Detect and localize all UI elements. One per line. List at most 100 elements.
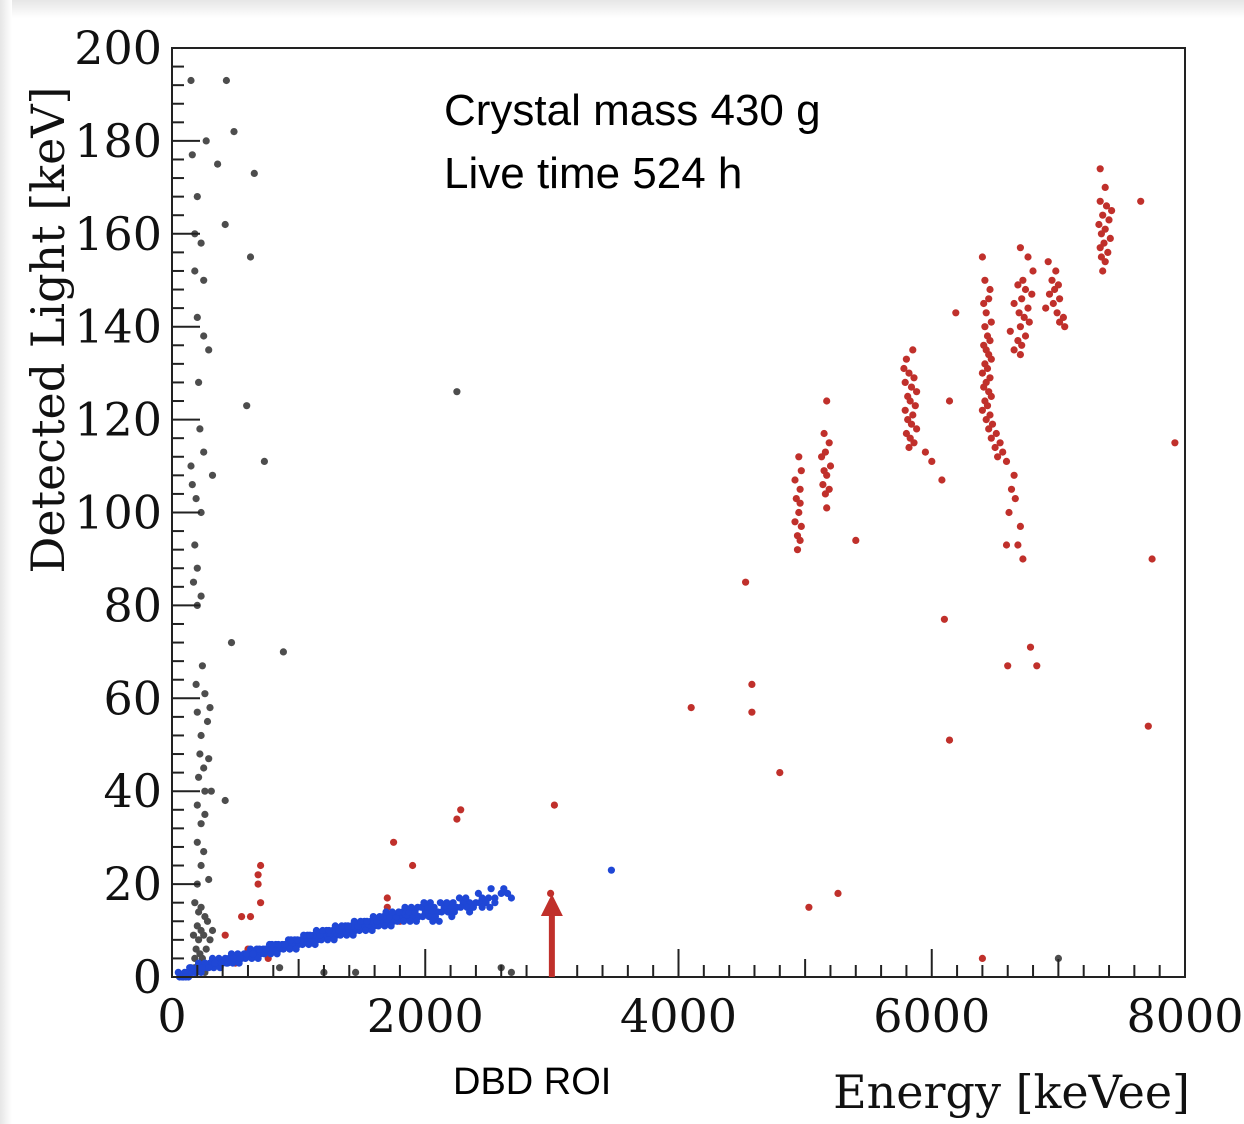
data-point xyxy=(796,499,804,507)
data-point xyxy=(821,490,830,498)
series-gray xyxy=(187,76,1062,977)
data-point xyxy=(195,378,203,386)
data-point xyxy=(748,708,756,716)
data-point xyxy=(243,402,251,410)
data-point xyxy=(818,453,826,461)
data-point xyxy=(196,425,204,433)
data-point xyxy=(352,968,360,977)
data-point xyxy=(1095,220,1103,229)
data-point xyxy=(1018,341,1026,349)
data-point xyxy=(426,899,434,907)
data-point xyxy=(221,796,229,805)
data-point xyxy=(978,954,987,963)
data-point xyxy=(1096,165,1104,173)
data-point xyxy=(687,704,695,712)
data-point xyxy=(390,838,398,846)
data-point xyxy=(311,940,319,949)
data-point xyxy=(238,913,246,921)
data-point xyxy=(267,950,275,958)
data-point xyxy=(205,755,213,763)
data-point xyxy=(1005,508,1013,517)
y-tick-labels: 0 20 40 60 80 100 120 140 160 180 200 xyxy=(74,21,162,1004)
data-point xyxy=(200,448,208,456)
roi-arrow xyxy=(540,894,563,977)
annotation-roi-label: DBD ROI xyxy=(453,1061,611,1103)
data-point xyxy=(986,285,994,294)
data-point xyxy=(938,476,946,484)
data-point xyxy=(980,299,988,308)
data-point xyxy=(1025,318,1033,326)
data-point xyxy=(1014,541,1022,549)
data-point xyxy=(214,160,222,168)
data-point xyxy=(1016,522,1024,531)
data-point xyxy=(987,392,995,400)
data-point xyxy=(222,76,230,85)
data-point xyxy=(1097,230,1105,238)
data-point xyxy=(401,903,409,911)
x-tick-label: 4000 xyxy=(620,989,737,1043)
data-point xyxy=(187,462,195,470)
data-point xyxy=(791,518,799,526)
data-point xyxy=(197,861,205,870)
data-point xyxy=(191,899,199,907)
data-point xyxy=(1016,351,1024,359)
data-point xyxy=(368,926,376,935)
data-point xyxy=(981,276,989,284)
data-point xyxy=(312,926,320,935)
data-point xyxy=(376,913,384,921)
data-point xyxy=(1105,216,1113,224)
data-point xyxy=(996,439,1004,447)
data-point xyxy=(1018,295,1026,303)
data-point xyxy=(449,899,457,907)
data-point xyxy=(474,889,482,898)
data-point xyxy=(305,940,313,949)
data-point xyxy=(206,704,214,712)
data-point xyxy=(921,448,930,456)
data-point xyxy=(254,954,262,963)
data-point xyxy=(1020,313,1028,321)
data-point xyxy=(825,439,833,447)
data-point xyxy=(1096,244,1104,252)
y-tick-label: 0 xyxy=(133,950,162,1004)
data-point xyxy=(382,908,390,916)
data-point xyxy=(823,471,831,479)
data-point xyxy=(198,964,206,972)
data-point xyxy=(486,903,494,911)
data-point xyxy=(254,880,262,888)
data-point xyxy=(992,429,1000,438)
data-point xyxy=(395,908,403,916)
data-point xyxy=(797,522,805,531)
data-point xyxy=(195,936,203,944)
data-point xyxy=(197,239,205,247)
annotation-crystal-mass: Crystal mass 430 g xyxy=(444,86,821,135)
data-point xyxy=(906,397,914,405)
data-point xyxy=(928,457,936,465)
data-point xyxy=(1101,258,1109,266)
data-point xyxy=(1052,267,1060,275)
data-point xyxy=(1006,327,1014,335)
data-point xyxy=(999,448,1007,456)
data-point xyxy=(500,885,508,893)
data-point xyxy=(230,128,238,136)
data-point xyxy=(200,764,208,772)
y-tick-label: 200 xyxy=(74,21,162,75)
data-point xyxy=(273,950,281,958)
data-point xyxy=(387,922,395,930)
data-point xyxy=(795,508,803,517)
data-point xyxy=(300,931,308,939)
data-point xyxy=(550,801,559,809)
data-point xyxy=(913,425,921,433)
data-point xyxy=(1045,290,1054,298)
data-point xyxy=(243,950,251,958)
data-point xyxy=(797,467,805,475)
data-point xyxy=(205,346,213,354)
data-point xyxy=(344,922,352,930)
data-point xyxy=(983,402,992,410)
data-point xyxy=(221,931,229,939)
data-point xyxy=(193,193,201,201)
data-point xyxy=(1099,211,1107,219)
data-point xyxy=(363,917,371,925)
roi-arrow-head xyxy=(540,894,563,917)
data-point xyxy=(350,917,358,925)
